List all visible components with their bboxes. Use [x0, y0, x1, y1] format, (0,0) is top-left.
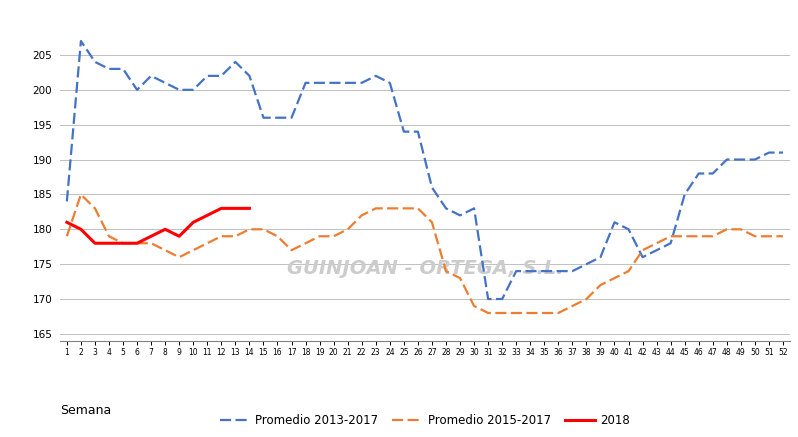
- Promedio 2013-2017: [525, 268, 535, 274]
- Promedio 2015-2017: [413, 206, 423, 211]
- 2018: [216, 206, 226, 211]
- Line: Promedio 2015-2017: Promedio 2015-2017: [67, 194, 783, 313]
- Promedio 2013-2017: [554, 268, 563, 274]
- Promedio 2015-2017: [329, 234, 338, 239]
- 2018: [188, 220, 198, 225]
- Promedio 2015-2017: [76, 192, 85, 197]
- Line: 2018: 2018: [67, 208, 250, 243]
- 2018: [245, 206, 255, 211]
- 2018: [118, 241, 128, 246]
- Promedio 2015-2017: [455, 275, 464, 281]
- 2018: [160, 227, 170, 232]
- 2018: [175, 234, 184, 239]
- Text: Semana: Semana: [60, 404, 111, 417]
- Promedio 2015-2017: [484, 310, 493, 316]
- Promedio 2013-2017: [413, 129, 423, 134]
- 2018: [105, 241, 114, 246]
- 2018: [231, 206, 240, 211]
- 2018: [203, 213, 212, 218]
- Promedio 2013-2017: [132, 87, 142, 93]
- Promedio 2013-2017: [62, 199, 72, 204]
- Promedio 2013-2017: [484, 296, 493, 302]
- Promedio 2013-2017: [329, 80, 338, 86]
- Promedio 2013-2017: [778, 150, 788, 155]
- Promedio 2013-2017: [455, 213, 464, 218]
- 2018: [132, 241, 142, 246]
- Promedio 2015-2017: [62, 234, 72, 239]
- 2018: [146, 234, 156, 239]
- Line: Promedio 2013-2017: Promedio 2013-2017: [67, 41, 783, 299]
- 2018: [76, 227, 85, 232]
- Promedio 2015-2017: [525, 310, 535, 316]
- Text: GUINJOAN - ORTEGA, S.L.: GUINJOAN - ORTEGA, S.L.: [286, 259, 563, 278]
- 2018: [90, 241, 100, 246]
- 2018: [62, 220, 72, 225]
- Promedio 2013-2017: [76, 38, 85, 44]
- Promedio 2015-2017: [132, 241, 142, 246]
- Promedio 2015-2017: [778, 234, 788, 239]
- Legend: Promedio 2013-2017, Promedio 2015-2017, 2018: Promedio 2013-2017, Promedio 2015-2017, …: [215, 409, 635, 431]
- Promedio 2015-2017: [554, 310, 563, 316]
